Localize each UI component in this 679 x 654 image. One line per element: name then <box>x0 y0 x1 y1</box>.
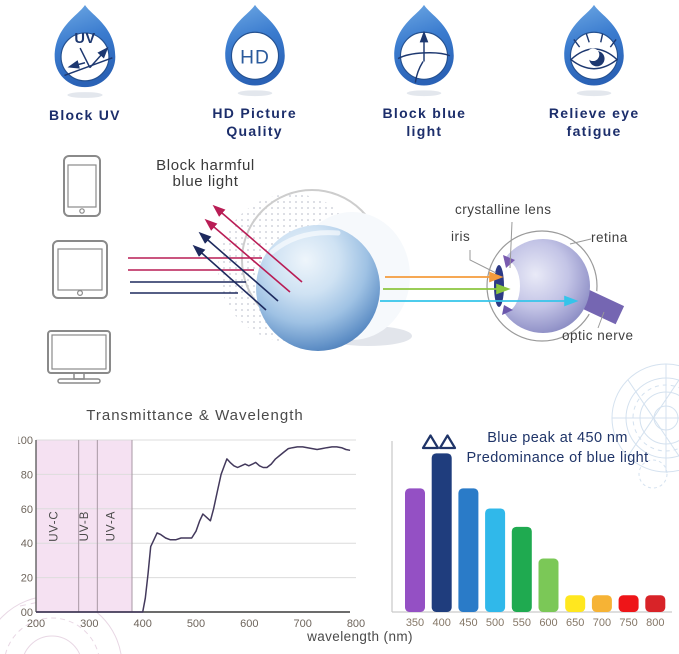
svg-text:750: 750 <box>619 617 637 629</box>
feature-label: Block blue light <box>382 105 467 139</box>
svg-text:400: 400 <box>433 617 451 629</box>
transmitted-rays <box>380 271 579 307</box>
feature-hd-quality: HD HD Picture Quality <box>170 0 340 140</box>
svg-text:550: 550 <box>513 617 531 629</box>
incoming-rays <box>128 257 262 294</box>
feature-label: Relieve eye fatigue <box>548 105 640 139</box>
lens-eye-diagram <box>47 155 627 384</box>
svg-text:700: 700 <box>293 618 311 630</box>
blue-lens <box>256 225 380 351</box>
feature-label: Block UV <box>48 107 121 123</box>
feature-label: HD Picture Quality <box>212 105 297 139</box>
svg-text:200: 200 <box>27 618 45 630</box>
block-harmful-label: Block harmful blue light <box>156 157 255 190</box>
smartphone-icon <box>63 155 101 217</box>
svg-text:450: 450 <box>459 617 477 629</box>
svg-text:UV-B: UV-B <box>79 511 91 542</box>
svg-text:300: 300 <box>80 618 98 630</box>
svg-text:350: 350 <box>406 617 424 629</box>
optic-nerve-label: optic nerve <box>562 328 634 343</box>
lens-graphic <box>218 189 412 351</box>
uv-reflect-icon: UV <box>54 5 116 98</box>
svg-text:800: 800 <box>646 617 664 629</box>
feature-relieve-fatigue: Relieve eye fatigue <box>509 0 679 140</box>
bar-chart-annotation: Blue peak at 450 nm Predominance of blue… <box>440 428 675 468</box>
svg-text:100: 100 <box>18 435 33 447</box>
feature-block-uv: UV Block UV <box>0 0 170 140</box>
svg-text:600: 600 <box>539 617 557 629</box>
annotation-line-1: Blue peak at 450 nm <box>487 430 628 446</box>
svg-text:UV-A: UV-A <box>106 511 118 542</box>
line-chart-title: Transmittance & Wavelength <box>86 407 304 424</box>
label-connectors <box>469 221 605 329</box>
svg-text:UV-C: UV-C <box>48 510 60 541</box>
iris-label: iris <box>451 229 471 244</box>
hd-glyph: HD <box>240 47 270 68</box>
monitor-icon <box>47 330 111 384</box>
svg-text:600: 600 <box>240 618 258 630</box>
tablet-icon <box>52 240 108 299</box>
spectrum-bar-chart: 350 400 450 500 550 600 650 700 750 800 <box>391 434 672 629</box>
deflect-rays-icon <box>394 4 455 97</box>
hd-icon: HD <box>224 4 285 97</box>
crystalline-lens-label: crystalline lens <box>455 202 552 217</box>
svg-text:80: 80 <box>21 469 33 481</box>
svg-text:500: 500 <box>187 618 205 630</box>
eye-diagram <box>486 230 627 342</box>
svg-text:00: 00 <box>21 607 33 619</box>
svg-text:60: 60 <box>21 504 33 516</box>
wavelength-axis-label: wavelength (nm) <box>307 629 413 644</box>
eye-moon-icon <box>564 4 624 97</box>
svg-text:700: 700 <box>593 617 611 629</box>
svg-text:40: 40 <box>21 538 33 550</box>
features-row: UV Block UV HD HD Picture Quality <box>0 0 679 140</box>
svg-text:800: 800 <box>347 618 365 630</box>
uv-glyph: UV <box>74 31 95 47</box>
svg-text:500: 500 <box>486 617 504 629</box>
svg-text:650: 650 <box>566 617 584 629</box>
feature-block-blue-light: Block blue light <box>340 0 510 140</box>
svg-text:400: 400 <box>133 618 151 630</box>
svg-text:20: 20 <box>21 573 33 585</box>
reflected-rays <box>192 204 303 311</box>
retina-label: retina <box>591 230 628 245</box>
eyeball <box>496 239 590 333</box>
annotation-line-2: Predominance of blue light <box>466 450 649 466</box>
